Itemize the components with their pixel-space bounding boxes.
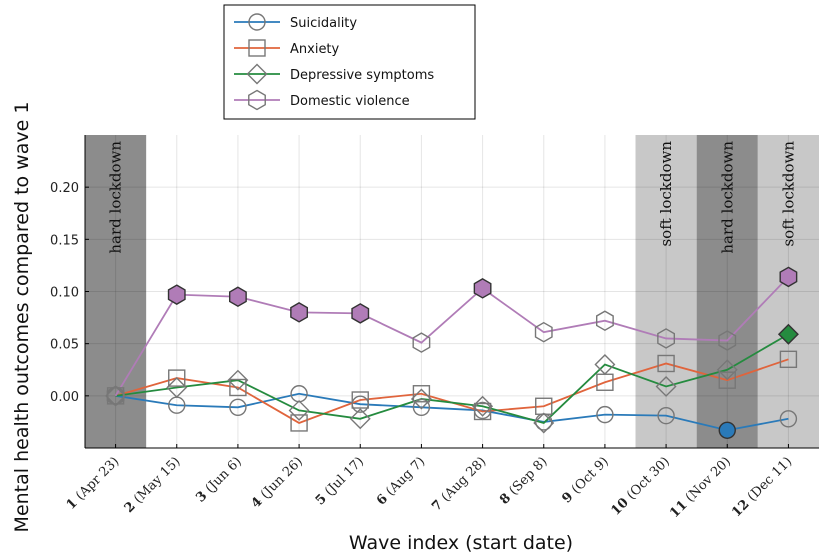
x-tick-date: (Jun 6) [200, 454, 245, 499]
data-point-depressive-symptoms [227, 369, 249, 391]
x-tick-label: 12 (Dec 11) [729, 454, 795, 520]
data-point-domestic-violence [167, 284, 186, 305]
x-tick-date: (Jun 26) [255, 454, 306, 505]
band-label: soft lockdown [779, 141, 797, 247]
x-tick-date: (May 15) [128, 454, 183, 509]
data-point-domestic-violence [351, 303, 370, 324]
data-point-anxiety [473, 402, 492, 421]
band-label: soft lockdown [657, 141, 675, 247]
data-point-domestic-violence [106, 385, 125, 407]
series-lines [114, 276, 790, 432]
series-line-domestic-violence [114, 276, 790, 397]
data-point-anxiety [657, 354, 675, 373]
lockdown-band [696, 135, 758, 448]
data-point-suicidality [718, 421, 736, 439]
data-point-domestic-violence [534, 321, 553, 343]
legend-label: Depressive symptoms [290, 68, 434, 83]
lockdown-band [757, 135, 819, 448]
legend-marker-hexagon [248, 89, 266, 111]
x-tick-date: (Aug 28) [436, 454, 490, 508]
data-point-domestic-violence [473, 278, 492, 299]
x-tick-date: (Oct 30) [621, 454, 673, 506]
data-point-depressive-symptoms [349, 408, 371, 430]
x-tick-date: (Aug 7) [380, 454, 428, 502]
data-point-depressive-symptoms [777, 323, 799, 345]
x-tick-label: 2 (May 15) [122, 454, 184, 516]
data-point-depressive-symptoms [472, 395, 494, 417]
data-point-depressive-symptoms [655, 375, 677, 397]
lockdown-bands: hard lockdown soft lockdown hard lockdown s… [85, 135, 819, 448]
data-point-anxiety [718, 371, 736, 389]
y-tick-label: 0.15 [50, 233, 79, 248]
data-point-depressive-symptoms [166, 376, 188, 398]
data-point-suicidality [657, 406, 675, 425]
data-point-suicidality [412, 398, 431, 417]
y-axis-title: Mental health outcomes compared to wave … [11, 102, 33, 533]
legend-marker-circle [248, 13, 266, 31]
x-tick-date: (Dec 11) [742, 454, 795, 507]
x-tick-label: 4 (Jun 26) [249, 454, 306, 511]
x-tick-date: (Oct 9) [566, 454, 612, 500]
x-tick-date: (Sep 8) [503, 454, 550, 501]
data-point-suicidality [779, 410, 798, 428]
data-point-domestic-violence [595, 310, 614, 332]
band-label: hard lockdown [107, 141, 125, 254]
series-line-suicidality [115, 392, 789, 432]
y-tick-label: 0.10 [50, 286, 79, 301]
x-tick-label: 6 (Aug 7) [374, 454, 428, 508]
legend-label: Domestic violence [290, 94, 410, 109]
x-tick-date: (Apr 23) [70, 454, 122, 506]
data-point-domestic-violence [290, 302, 309, 323]
data-point-anxiety [351, 391, 369, 409]
x-tick-label: 5 (Jul 17) [313, 454, 367, 508]
band-label: hard lockdown [718, 141, 736, 254]
x-tick-label: 10 (Oct 30) [608, 454, 673, 519]
legend-marker-diamond [246, 63, 268, 85]
legend: Suicidality Anxiety Depressive symptoms Dom… [223, 4, 476, 120]
y-tick-labels: 0.00 0.05 0.10 0.15 0.20 [50, 181, 79, 405]
data-point-anxiety [412, 385, 431, 403]
data-point-domestic-violence [657, 328, 676, 349]
series-markers [105, 266, 799, 439]
x-tick-label: 1 (Apr 23) [64, 454, 123, 513]
x-tick-label: 11 (Nov 20) [667, 454, 734, 521]
x-tick-date: (Nov 20) [680, 454, 734, 508]
data-point-depressive-symptoms [533, 412, 555, 434]
plot-frame [84, 135, 819, 449]
legend-marker-square [248, 39, 266, 57]
data-point-depressive-symptoms [288, 399, 310, 421]
data-point-domestic-violence [718, 330, 737, 351]
data-point-domestic-violence [228, 286, 247, 308]
x-tick-label: 7 (Aug 28) [429, 454, 489, 514]
data-point-depressive-symptoms [716, 359, 738, 381]
x-tick-label: 3 (Jun 6) [193, 454, 244, 505]
data-point-depressive-symptoms [594, 354, 616, 376]
y-tick-label: 0.00 [50, 390, 79, 405]
data-point-anxiety [229, 378, 247, 397]
legend-label: Anxiety [290, 42, 340, 57]
data-point-anxiety [168, 369, 186, 387]
legend-label: Suicidality [290, 16, 357, 31]
data-point-suicidality [229, 398, 247, 417]
data-point-anxiety [779, 350, 798, 369]
y-tick-label: 0.05 [50, 338, 79, 353]
x-axis-title: Wave index (start date) [349, 532, 573, 553]
grid-lines [85, 135, 819, 448]
y-tick-label: 0.20 [50, 181, 79, 196]
x-tick-date: (Jul 17) [319, 454, 367, 502]
x-tick-label: 9 (Oct 9) [559, 454, 611, 506]
data-point-depressive-symptoms [410, 388, 432, 410]
x-tick-labels: 1 (Apr 23)2 (May 15) 3 (Jun 6)4 (Jun 26) 5… [64, 454, 795, 521]
data-point-domestic-violence [779, 266, 798, 288]
series-line-depressive-symptoms [115, 333, 789, 424]
data-point-suicidality [596, 405, 614, 424]
x-tick-label: 8 (Sep 8) [497, 454, 550, 507]
data-point-anxiety [290, 414, 308, 432]
data-point-domestic-violence [412, 332, 431, 353]
